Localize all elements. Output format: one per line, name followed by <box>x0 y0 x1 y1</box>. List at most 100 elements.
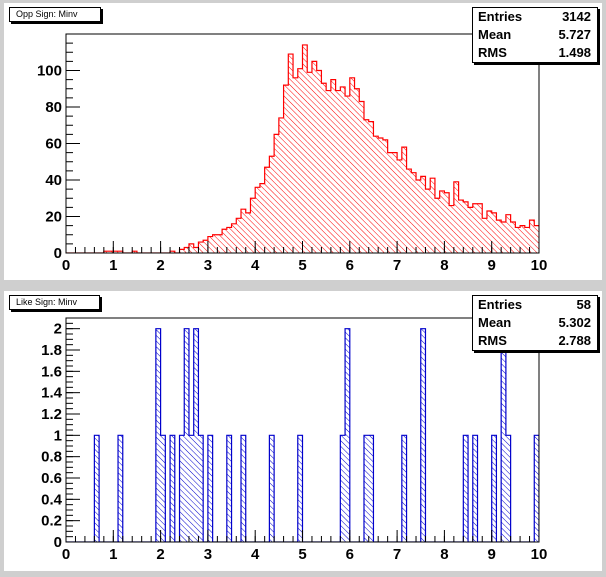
hist-bar <box>444 192 450 253</box>
stats-row-rms: RMS 2.788 <box>473 332 597 350</box>
hist-bar <box>515 227 521 253</box>
hist-bar <box>269 156 275 253</box>
hist-bar <box>349 77 355 253</box>
hist-bar <box>188 435 194 542</box>
hist-bar <box>113 251 119 253</box>
hist-bar <box>184 247 189 253</box>
hist-bar <box>501 221 506 253</box>
hist-bar <box>250 198 256 253</box>
hist-bar <box>463 201 469 253</box>
hist-bar <box>155 328 161 542</box>
hist-bar <box>472 435 478 542</box>
hist-bar <box>392 152 398 253</box>
stats-row-entries: Entries 58 <box>473 296 597 314</box>
hist-bar <box>363 435 369 542</box>
y-tick-label: 0.6 <box>41 470 62 487</box>
hist-bar <box>458 200 464 253</box>
hist-bar <box>544 226 549 253</box>
hist-bar <box>255 187 260 253</box>
hist-bar <box>368 121 374 253</box>
hist-bar <box>368 435 374 542</box>
like-sign-pad: 0 1 2 3 4 5 6 7 8 9 10 0 0.2 0.4 0.6 0.8 1 1.2 1.4 1.6 1.8 2 … <box>4 291 602 571</box>
hist-bar <box>108 251 114 253</box>
hist-bar <box>420 328 426 542</box>
hist-bar <box>207 236 213 253</box>
hist-bar <box>468 207 473 253</box>
like-sign-stats-box: Entries 58 Mean 5.302 RMS 2.788 <box>472 295 598 351</box>
x-tick-label: 1 <box>109 546 117 563</box>
hist-bar <box>203 240 208 253</box>
x-tick-label: 3 <box>204 257 212 274</box>
hist-bar <box>453 181 459 253</box>
hist-bar <box>226 227 232 253</box>
y-tick-label: 0.8 <box>41 449 62 466</box>
hist-bar <box>363 119 369 253</box>
hist-bar <box>596 229 601 253</box>
hist-bar <box>297 68 303 253</box>
hist-bar <box>302 44 308 253</box>
stats-rms-label: RMS <box>478 45 507 60</box>
y-tick-label: 0 <box>54 534 62 551</box>
hist-bar <box>184 328 189 542</box>
hist-bar <box>505 214 511 253</box>
like-sign-title: Like Sign: Minv <box>9 295 101 310</box>
hist-bar <box>534 225 539 253</box>
hist-bar <box>222 229 227 253</box>
x-tick-label: 6 <box>346 546 354 563</box>
y-tick-label: 1.8 <box>41 342 62 359</box>
hist-bar <box>340 435 346 542</box>
y-tick-label: 0.2 <box>41 513 62 530</box>
y-tick-label: 2 <box>54 321 62 338</box>
hist-bar <box>486 211 492 253</box>
stats-rms-value: 2.788 <box>558 333 591 348</box>
x-tick-label: 5 <box>298 257 306 274</box>
hist-bar <box>510 221 516 253</box>
hist-bar <box>340 86 346 253</box>
stats-row-mean: Mean 5.302 <box>473 314 597 332</box>
hist-bar <box>572 233 577 253</box>
x-tick-label: 7 <box>393 546 401 563</box>
hist-bar <box>132 251 137 253</box>
stats-mean-value: 5.727 <box>558 27 591 42</box>
hist-bar <box>524 227 530 253</box>
x-tick-label: 9 <box>488 257 496 274</box>
hist-bar <box>307 72 312 253</box>
hist-bar <box>259 183 265 253</box>
hist-bar <box>241 435 246 542</box>
hist-bar <box>434 198 440 253</box>
x-tick-label: 8 <box>440 257 448 274</box>
x-tick-label: 6 <box>346 257 354 274</box>
x-tick-label: 2 <box>156 546 164 563</box>
hist-bar <box>563 231 568 253</box>
hist-bar <box>496 220 502 253</box>
hist-bar <box>401 435 407 542</box>
opp-sign-title: Opp Sign: Minv <box>9 7 101 22</box>
x-tick-label: 9 <box>488 546 496 563</box>
stats-entries-label: Entries <box>478 297 523 312</box>
hist-bar <box>330 79 336 253</box>
hist-bar <box>316 70 322 253</box>
hist-bar <box>264 167 270 253</box>
hist-bar <box>373 136 379 253</box>
hist-bar <box>586 233 591 253</box>
y-tick-label: 1.4 <box>41 385 63 402</box>
hist-bar <box>539 226 544 253</box>
hist-bar <box>397 159 402 253</box>
hist-bar <box>505 435 511 542</box>
hist-bar <box>591 227 596 253</box>
hist-bar <box>321 83 327 253</box>
x-tick-label: 3 <box>204 546 212 563</box>
hist-bar <box>345 328 350 542</box>
hist-bar <box>311 61 317 253</box>
hist-bar <box>231 223 237 253</box>
hist-bar <box>420 176 426 253</box>
hist-bar <box>439 190 445 253</box>
y-tick-label: 60 <box>45 136 62 153</box>
hist-bar <box>118 435 123 542</box>
hist-bar <box>416 180 421 253</box>
x-tick-label: 0 <box>62 546 70 563</box>
hist-bar <box>472 203 478 253</box>
y-tick-label: 0.4 <box>41 491 63 508</box>
stats-entries-value: 58 <box>576 297 591 312</box>
